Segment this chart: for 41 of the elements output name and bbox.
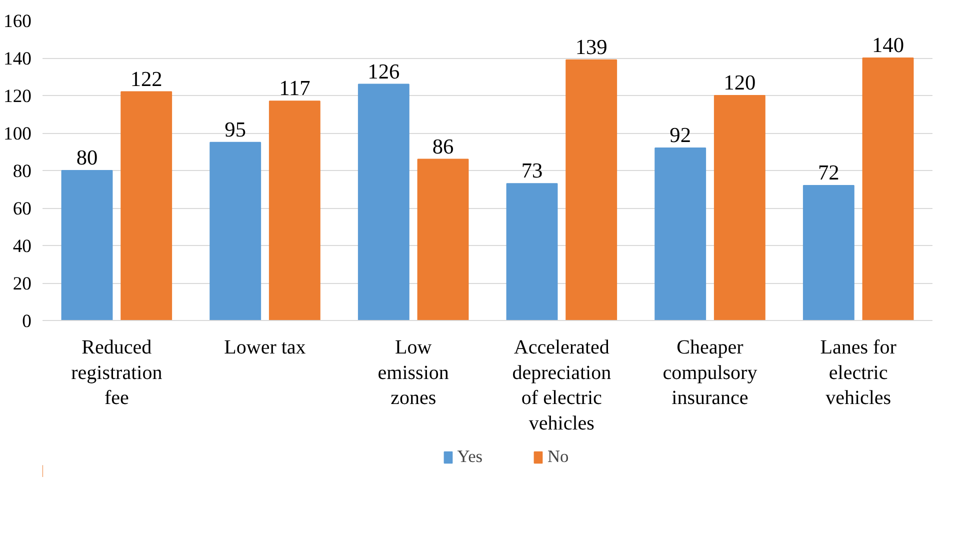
bar — [61, 170, 113, 320]
bar — [506, 183, 558, 320]
data-label: 80 — [76, 146, 98, 170]
data-label: 139 — [575, 34, 608, 59]
data-label: 120 — [724, 70, 756, 94]
y-tick-label: 160 — [4, 11, 32, 32]
data-label: 73 — [521, 158, 543, 183]
data-label: 72 — [818, 160, 840, 184]
data-label: 126 — [368, 59, 400, 84]
data-label: 122 — [130, 66, 162, 91]
bar — [862, 58, 914, 320]
x-tick-label: Accelerated depreciation of electric vehicles — [512, 336, 612, 434]
y-tick-label: 80 — [12, 161, 32, 182]
y-tick-label: 0 — [22, 311, 32, 332]
bar — [120, 91, 172, 320]
data-label: 92 — [670, 123, 691, 147]
x-tick-label: Low emission zones — [378, 336, 449, 410]
bar — [358, 84, 410, 320]
y-tick-label: 120 — [4, 86, 32, 107]
y-tick-label: 100 — [4, 124, 32, 144]
bar — [268, 100, 320, 320]
y-tick-label: 20 — [12, 274, 32, 294]
x-tick-label: Lanes for electric vehicles — [820, 336, 897, 410]
bar — [210, 142, 262, 320]
data-label: 86 — [432, 134, 454, 158]
y-tick-label: 140 — [4, 48, 32, 70]
data-label: 140 — [872, 33, 904, 57]
legend-label: Yes — [457, 447, 483, 467]
bar — [802, 185, 854, 320]
bar — [566, 59, 618, 320]
y-tick-label: 60 — [12, 198, 32, 220]
bar — [714, 95, 766, 320]
legend-label: No — [548, 447, 569, 467]
y-tick-label: 40 — [12, 236, 32, 257]
data-label: 95 — [224, 117, 246, 142]
data-label: 117 — [279, 76, 311, 100]
x-tick-label: Cheaper compulsory insurance — [662, 336, 758, 410]
bar — [654, 148, 706, 320]
bar — [417, 158, 469, 320]
x-tick-label: Lower tax — [224, 336, 306, 358]
x-tick-label: Reduced registration fee — [71, 336, 162, 410]
